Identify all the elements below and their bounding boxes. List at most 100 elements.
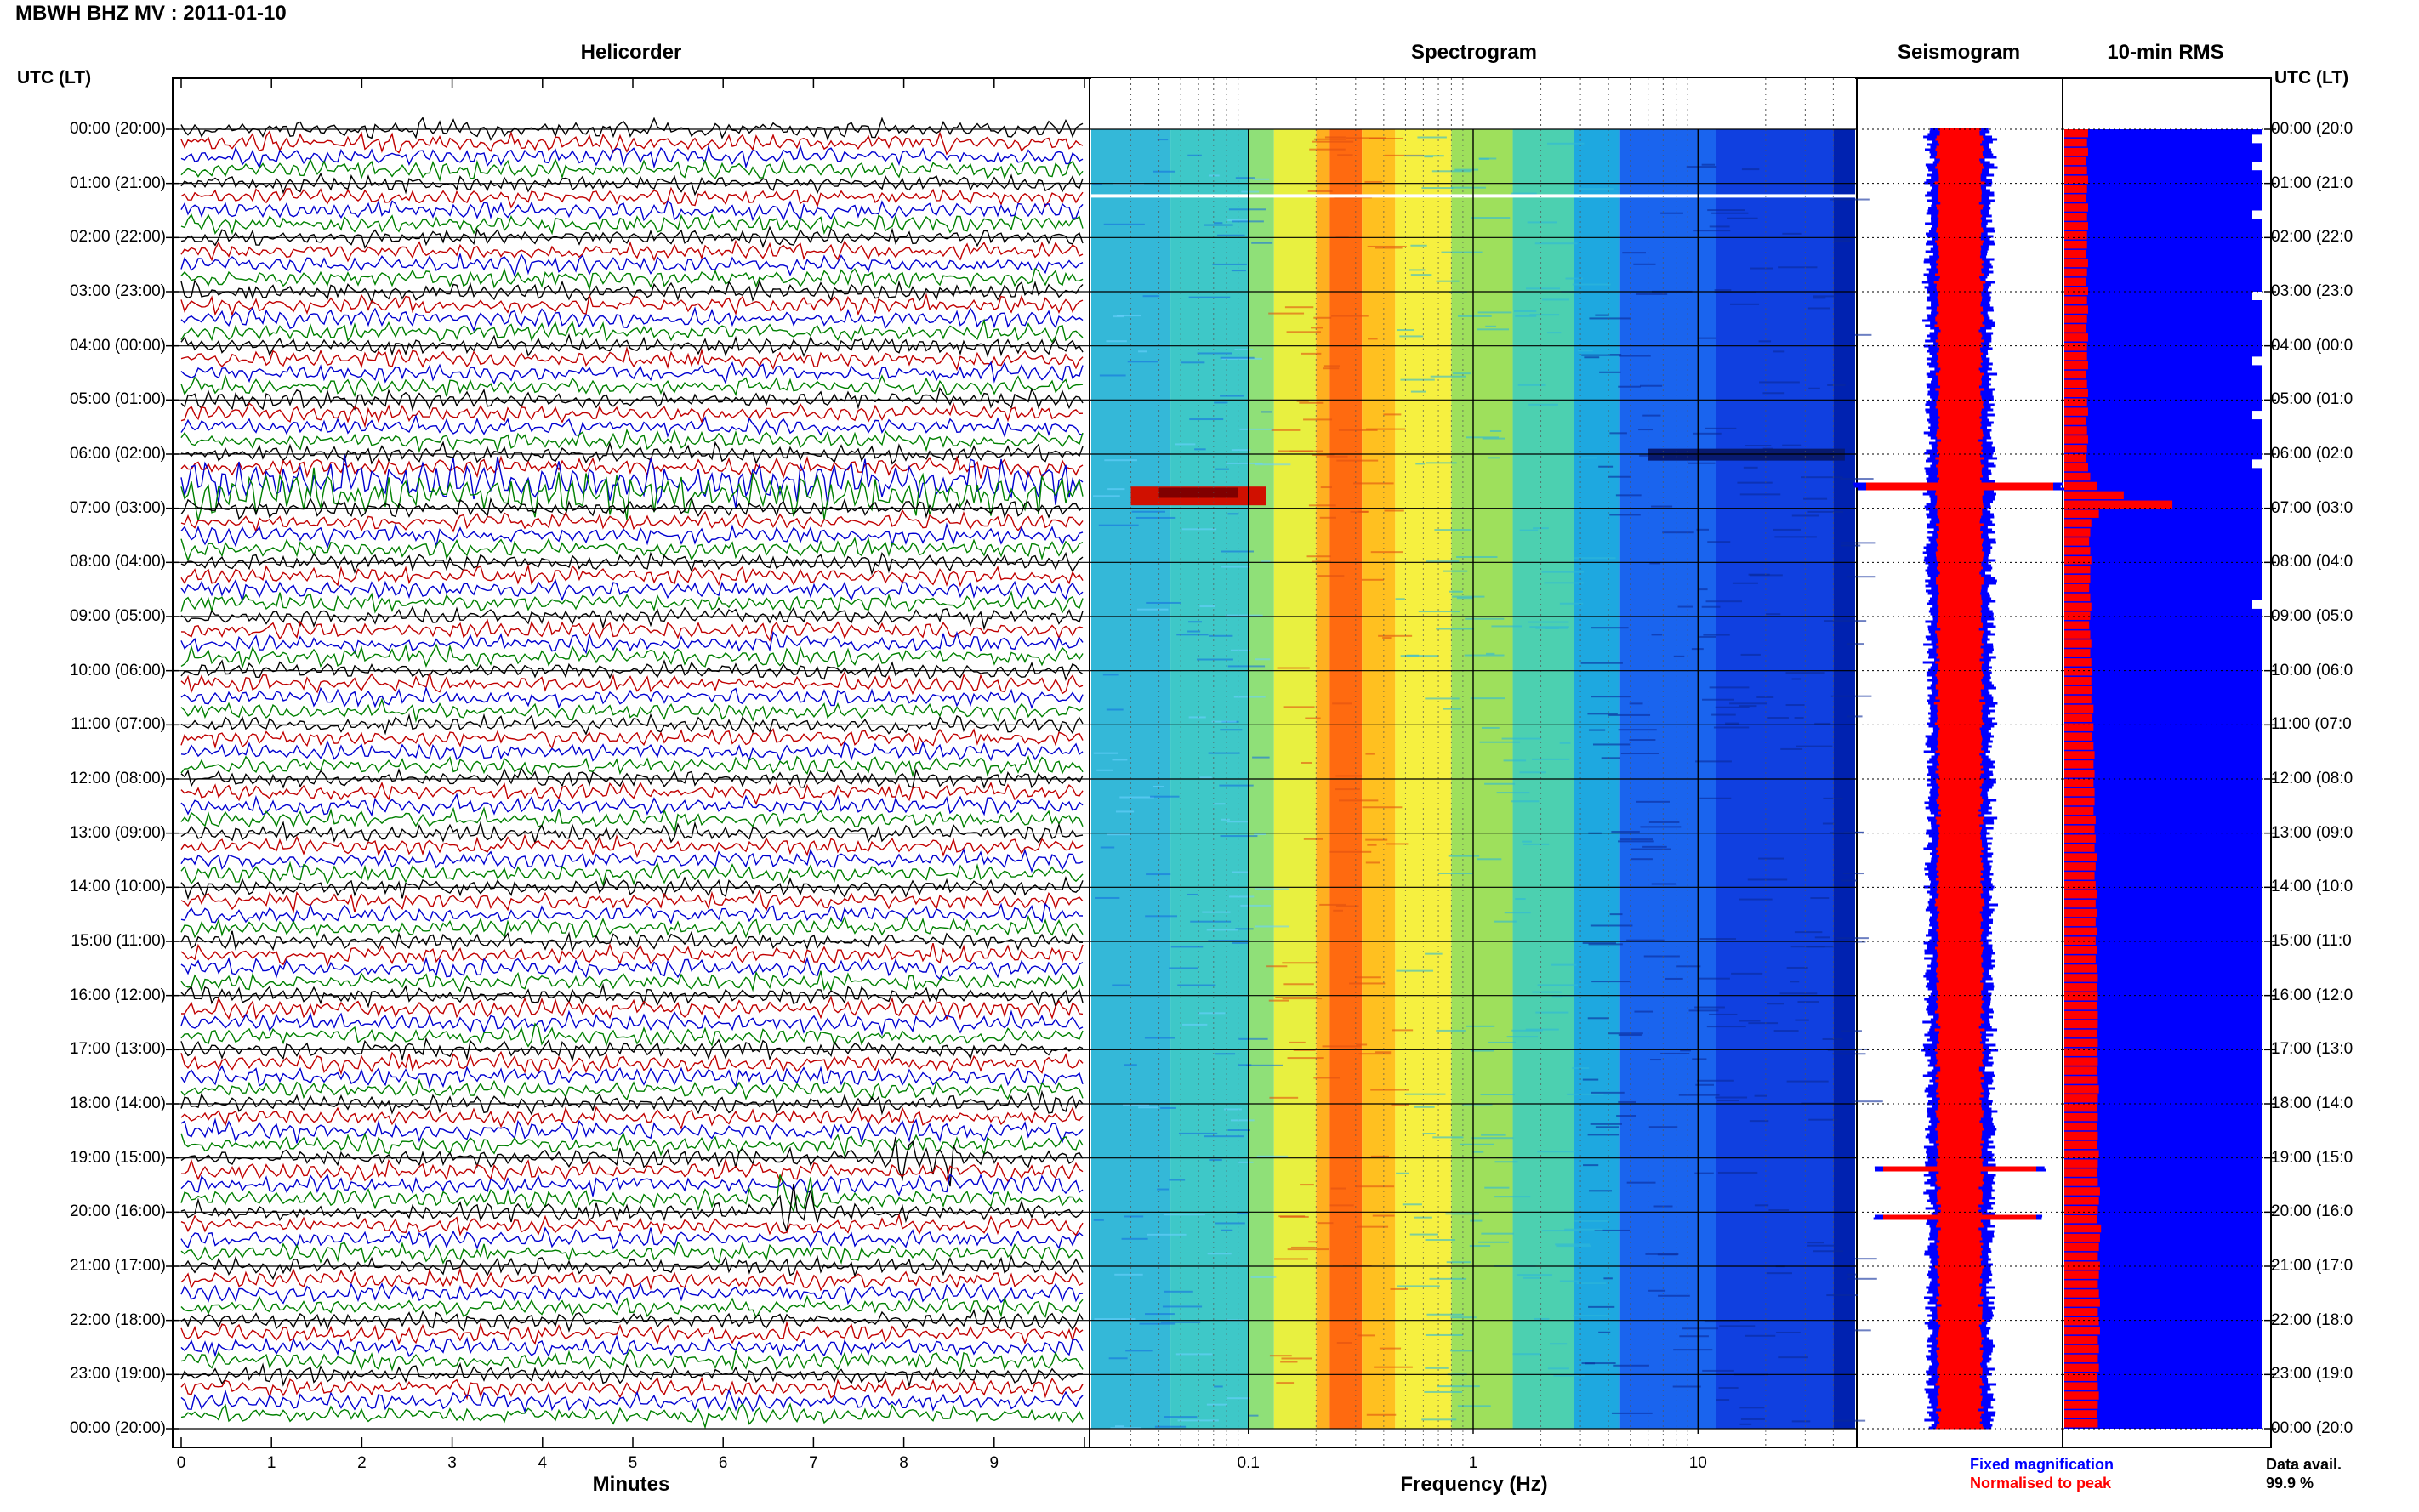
helicorder-trace [180, 414, 1084, 438]
spectrogram-texture [1729, 303, 1760, 305]
spectrogram-texture [1696, 1079, 1734, 1082]
helicorder-trace [180, 1320, 1084, 1345]
spectrogram-texture [1773, 1030, 1799, 1032]
spectrogram-texture [1707, 541, 1731, 543]
spectrogram-texture [1756, 696, 1774, 698]
spectrogram-texture [1739, 1407, 1765, 1409]
spectrogram-texture [1249, 1414, 1259, 1417]
spectrogram-texture [1559, 742, 1571, 744]
spectrogram-texture [1271, 429, 1301, 431]
spectrogram-texture [1150, 795, 1180, 798]
helicorder-trace [180, 618, 1084, 642]
helicorder-trace [180, 318, 1084, 344]
spectrogram-texture [1591, 981, 1631, 983]
helicorder-trace [180, 373, 1084, 398]
spectrogram-texture [1232, 220, 1264, 223]
spectrogram-texture [1252, 178, 1270, 180]
spectrogram-texture [1404, 1093, 1446, 1095]
spectrogram-texture [1713, 726, 1750, 729]
spectrogram-texture [1307, 190, 1333, 192]
spectrogram-texture [1220, 835, 1258, 838]
rms-normalised-bar [2064, 528, 2091, 537]
spectrogram-texture [1542, 298, 1570, 301]
spectrogram-texture [1470, 1219, 1483, 1222]
spectrogram-texture [1517, 1274, 1553, 1276]
spectrogram-texture [1199, 605, 1215, 608]
spectrogram-texture [1124, 1215, 1144, 1218]
spectrogram-texture [1577, 350, 1593, 352]
spectrogram-texture [1827, 384, 1846, 386]
spectrogram-texture [1717, 1171, 1758, 1174]
helicorder-trace [180, 345, 1084, 372]
spectrogram-texture [1682, 1327, 1718, 1330]
left-time-tick: 22:00 (18:00) [69, 1310, 166, 1329]
helicorder-trace [180, 497, 1084, 520]
rms-normalised-bar [2064, 787, 2095, 797]
spectrogram-texture [1519, 529, 1539, 531]
spectrogram-texture [1365, 753, 1375, 755]
rms-normalised-bar [2064, 194, 2086, 202]
spectrogram-texture [1209, 174, 1220, 177]
spectrogram-texture [1718, 1386, 1739, 1389]
spectrogram-texture [1326, 455, 1348, 458]
rms-normalised-bar [2064, 296, 2087, 304]
spectrogram-texture [1699, 938, 1737, 941]
spectrogram-texture [1238, 1064, 1252, 1066]
spectrogram-texture [1496, 792, 1530, 794]
right-time-tick: 02:00 (22:0 [2271, 228, 2354, 247]
spectrogram-texture [1576, 1282, 1607, 1285]
rms-normalised-bar [2064, 574, 2091, 583]
right-time-tick: 16:00 (12:0 [2271, 986, 2354, 1004]
spectrogram-texture [1847, 1273, 1857, 1276]
helicorder-trace [180, 806, 1084, 834]
spectrogram-texture [1289, 1041, 1306, 1043]
spectrogram-texture [1278, 1215, 1306, 1218]
spectrogram-texture [1484, 782, 1516, 785]
spectrogram-texture [1810, 897, 1830, 900]
spectrogram-texture [1117, 315, 1141, 317]
spectrogram-texture [1572, 283, 1611, 286]
helicorder-trace [180, 578, 1084, 603]
helicorder-trace [180, 821, 1084, 845]
spectrogram-texture [1780, 747, 1803, 750]
spectrogram-texture [1374, 1366, 1413, 1368]
spectrogram-texture [1709, 686, 1750, 689]
helicorder-trace [180, 833, 1084, 859]
rms-normalised-bar [2064, 129, 2088, 138]
helicorder-trace [180, 186, 1084, 209]
spectrogram-texture [1471, 1137, 1514, 1140]
spectrogram-texture [1773, 528, 1801, 531]
spectrogram-texture [1188, 716, 1206, 719]
spectrogram-texture [1673, 1349, 1713, 1351]
spectrogram-texture [1437, 873, 1473, 875]
spectrogram-x-tick: 1 [1468, 1454, 1478, 1472]
spectrogram-texture [1613, 1364, 1650, 1367]
spectrogram-texture [1425, 697, 1460, 700]
spectrogram-texture [1494, 920, 1517, 923]
spectrogram-texture [1107, 488, 1125, 491]
spectrogram-texture [1679, 1335, 1709, 1338]
spectrogram-texture [1765, 613, 1781, 616]
spectrogram-texture [1397, 1285, 1440, 1287]
rms-gap [2252, 600, 2262, 609]
rms-normalised-bar [2064, 1270, 2099, 1279]
spectrogram-texture [1579, 188, 1614, 190]
spectrogram-texture [1210, 1159, 1222, 1162]
spectrogram-texture [1740, 1418, 1765, 1420]
spectrogram-texture [1434, 529, 1471, 531]
rms-normalised-bar [2064, 649, 2091, 657]
helicorder-x-tick: 0 [176, 1454, 186, 1472]
spectrogram-texture [1750, 267, 1773, 270]
spectrogram-texture [1144, 1313, 1175, 1316]
spectrogram-texture [1609, 514, 1641, 516]
spectrogram-texture [1227, 219, 1249, 221]
spectrogram-texture [1528, 621, 1569, 623]
spectrogram-texture [1214, 401, 1228, 404]
spectrogram-texture [1640, 826, 1682, 828]
spectrogram-texture [1330, 1187, 1346, 1190]
spectrogram-texture [1640, 384, 1663, 387]
rms-panel [2064, 129, 2262, 1429]
spectrogram-texture [1701, 163, 1716, 166]
spectrogram-top-margin [1091, 78, 1855, 129]
spectrogram-texture [1256, 1155, 1289, 1157]
